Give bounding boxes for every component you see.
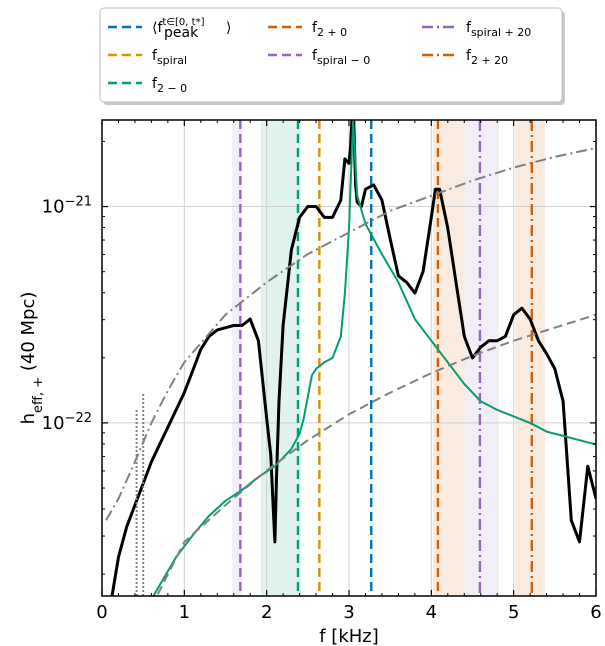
legend-label: f2 − 0 (152, 76, 187, 95)
band-f_2+20 (515, 120, 545, 596)
band-f_spiral-0 (232, 120, 242, 596)
legend-label-part: f (312, 48, 318, 64)
y-axis-label-rest: (40 Mpc) (18, 292, 39, 377)
y-axis-label-sub: eff, + (31, 377, 46, 413)
legend-label-part: f (466, 48, 472, 64)
legend-label-part: t∈[0, t*] (162, 17, 204, 28)
y-tick-label: 10−22 (42, 410, 92, 434)
legend-items: ⟨ft∈[0, t*]peak ⟩ f2 + 0 fspiral + 20fspira… (108, 17, 531, 95)
legend-label-part: 2 − 0 (157, 82, 187, 95)
x-tick-label: 0 (96, 602, 107, 623)
x-axis-label: f [kHz] (319, 626, 379, 646)
legend-label: ⟩ (226, 20, 231, 36)
legend-label-part: spiral − 0 (317, 54, 370, 67)
y-axis-label: heff, + (40 Mpc) (18, 292, 46, 425)
y-tick-label: 10−21 (42, 194, 92, 218)
y-axis-label-main: h (18, 413, 39, 424)
legend-label-part: spiral + 20 (471, 26, 531, 39)
y-tick-exp: −22 (65, 410, 92, 425)
band-f_spiral+20 (465, 120, 499, 596)
legend-label: peak (164, 25, 199, 41)
series-line-0 (110, 120, 596, 596)
legend-label-part: 2 + 20 (471, 54, 508, 67)
legend-label: fspiral − 0 (312, 48, 370, 67)
x-tick-label: 5 (508, 602, 519, 623)
x-tick-label: 6 (590, 602, 601, 623)
grid (102, 120, 596, 596)
y-tick-base: 10 (42, 197, 65, 218)
x-tick-label: 3 (343, 602, 354, 623)
legend-label: fspiral (152, 48, 187, 67)
legend-label: fspiral + 20 (466, 20, 531, 39)
legend-label: ⟨ft∈[0, t*] (152, 17, 205, 36)
legend-label-part: f (466, 20, 472, 36)
legend-label-part: 2 + 0 (317, 26, 347, 39)
x-tick-label: 4 (426, 602, 437, 623)
curves (105, 120, 596, 596)
legend-label-part: f (152, 76, 158, 92)
y-tick-exp: −21 (65, 194, 92, 209)
legend-label-part: f (312, 20, 318, 36)
legend-box (99, 7, 563, 103)
legend-label-part: spiral (157, 54, 187, 67)
legend-label: f2 + 20 (466, 48, 508, 67)
legend: ⟨ft∈[0, t*]peak ⟩ f2 + 0 fspiral + 20fspira… (99, 7, 565, 105)
y-tick-base: 10 (42, 413, 65, 434)
series-line-3 (155, 313, 596, 596)
x-tick-label: 1 (179, 602, 190, 623)
legend-label-part: ⟨f (152, 20, 163, 36)
legend-label: f2 + 0 (312, 20, 347, 39)
x-tick-label: 2 (261, 602, 272, 623)
reference-lines (239, 120, 533, 596)
legend-label-part: f (152, 48, 158, 64)
